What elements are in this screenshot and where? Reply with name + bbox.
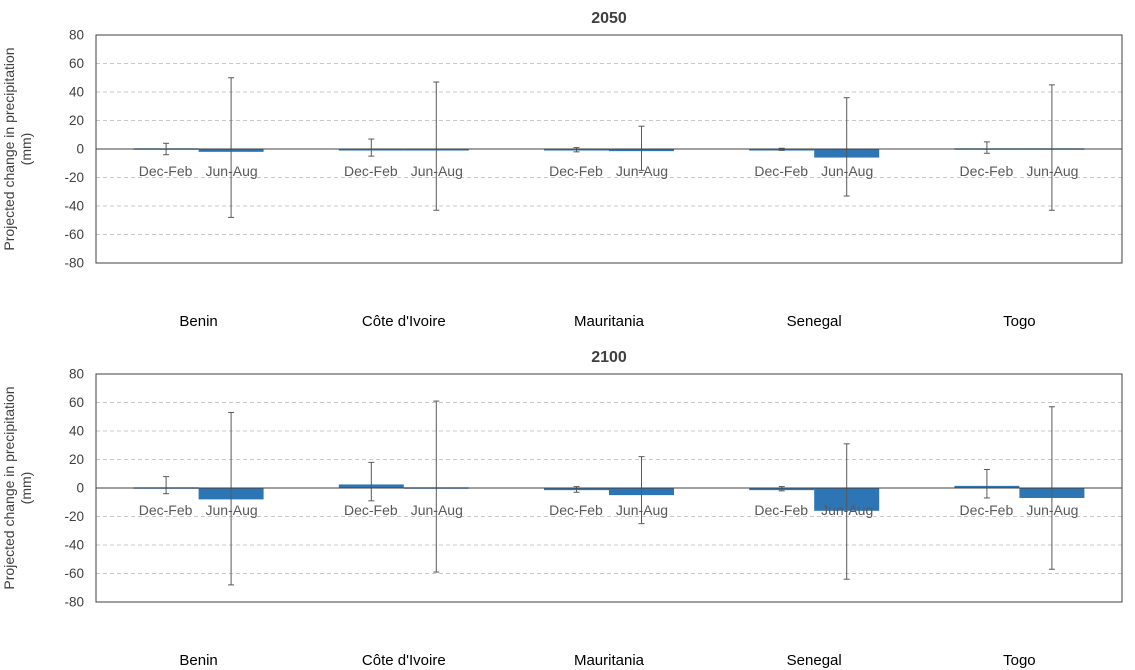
- country-label: Côte d'Ivoire: [362, 652, 446, 669]
- chart-title: 2050: [591, 10, 627, 27]
- season-label: Jun-Aug: [821, 163, 873, 179]
- y-tick-label: -20: [64, 170, 84, 185]
- country-label: Mauritania: [574, 313, 645, 330]
- season-label: Jun-Aug: [1026, 502, 1078, 518]
- country-label: Côte d'Ivoire: [362, 313, 446, 330]
- y-axis-label: Projected change in precipitation(mm): [1, 386, 34, 589]
- y-axis-label-line: (mm): [18, 472, 34, 505]
- season-label: Jun-Aug: [1026, 163, 1078, 179]
- y-tick-label: 0: [76, 481, 84, 496]
- y-axis-label-line: Projected change in precipitation: [1, 47, 17, 250]
- country-label: Senegal: [787, 652, 842, 669]
- y-tick-label: 60: [69, 395, 84, 410]
- chart-2100: 80 60 40 20 0 -20 -40 -60 -80 2100 Projected chang…: [1, 349, 1123, 669]
- country-label: Benin: [179, 652, 217, 669]
- season-label: Jun-Aug: [821, 502, 873, 518]
- country-label: Senegal: [787, 313, 842, 330]
- y-tick-label: -40: [64, 538, 84, 553]
- y-tick-label: 0: [76, 142, 84, 157]
- y-tick-label: 40: [69, 85, 84, 100]
- chart-2050: 80 60 40 20 0 -20 -40 -60 -80 2050 Projected chang…: [1, 10, 1123, 330]
- season-label: Dec-Feb: [960, 502, 1014, 518]
- y-tick-label: 20: [69, 452, 84, 467]
- y-tick-label: -60: [64, 566, 84, 581]
- y-tick-label: -40: [64, 199, 84, 214]
- y-tick-label: -60: [64, 227, 84, 242]
- y-tick-label: 80: [69, 28, 84, 43]
- y-tick-label: 40: [69, 424, 84, 439]
- country-label: Togo: [1003, 313, 1036, 330]
- y-tick-label: -80: [64, 256, 84, 271]
- season-label: Dec-Feb: [754, 163, 808, 179]
- country-label: Togo: [1003, 652, 1036, 669]
- y-tick-label: 20: [69, 113, 84, 128]
- season-label: Dec-Feb: [344, 163, 398, 179]
- y-tick-label: -20: [64, 509, 84, 524]
- season-label: Jun-Aug: [411, 163, 463, 179]
- season-label: Jun-Aug: [206, 502, 258, 518]
- y-axis-label: Projected change in precipitation(mm): [1, 47, 34, 250]
- season-label: Dec-Feb: [754, 502, 808, 518]
- country-label: Benin: [179, 313, 217, 330]
- season-label: Dec-Feb: [139, 163, 193, 179]
- season-label: Jun-Aug: [206, 163, 258, 179]
- country-label: Mauritania: [574, 652, 645, 669]
- season-label: Jun-Aug: [616, 502, 668, 518]
- season-label: Dec-Feb: [344, 502, 398, 518]
- season-label: Dec-Feb: [139, 502, 193, 518]
- season-label: Jun-Aug: [411, 502, 463, 518]
- season-label: Dec-Feb: [960, 163, 1014, 179]
- season-label: Dec-Feb: [549, 502, 603, 518]
- y-axis-label-line: Projected change in precipitation: [1, 386, 17, 589]
- y-tick-label: 60: [69, 56, 84, 71]
- chart-title: 2100: [591, 349, 627, 366]
- season-label: Jun-Aug: [616, 163, 668, 179]
- y-tick-label: -80: [64, 595, 84, 610]
- y-axis-label-line: (mm): [18, 133, 34, 166]
- season-label: Dec-Feb: [549, 163, 603, 179]
- y-tick-label: 80: [69, 367, 84, 382]
